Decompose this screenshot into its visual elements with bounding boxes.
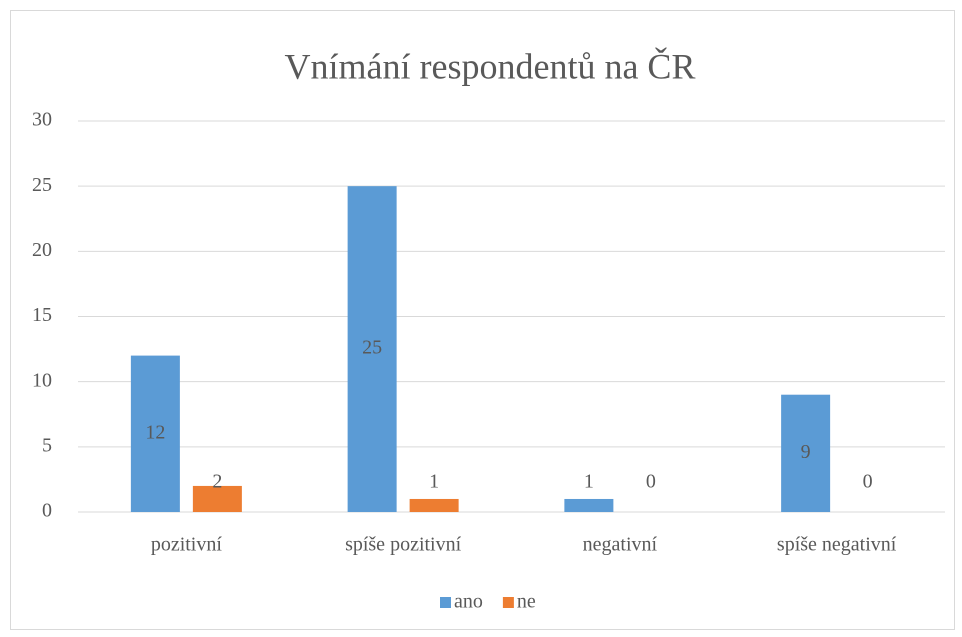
data-label: 1 xyxy=(584,471,594,493)
chart-border xyxy=(10,10,955,630)
y-tick-label: 10 xyxy=(32,369,52,391)
x-tick-label: spíše negativní xyxy=(777,534,897,556)
y-tick-label: 5 xyxy=(42,434,52,456)
data-label: 25 xyxy=(362,337,382,359)
bar xyxy=(409,498,459,512)
legend-swatch xyxy=(502,597,514,608)
y-tick-label: 30 xyxy=(32,109,52,131)
bar xyxy=(130,355,180,512)
y-tick-label: 0 xyxy=(42,500,52,522)
bar xyxy=(781,394,831,512)
chart-title: Vnímání respondentů na ČR xyxy=(285,46,696,86)
data-label: 2 xyxy=(212,471,222,493)
x-tick-label: pozitivní xyxy=(151,534,223,556)
legend-label: ano xyxy=(454,591,483,613)
legend-swatch xyxy=(440,597,451,608)
data-label: 0 xyxy=(863,471,873,493)
y-tick-label: 15 xyxy=(32,304,52,326)
x-tick-label: negativní xyxy=(583,534,658,556)
data-label: 1 xyxy=(429,471,439,493)
data-label: 9 xyxy=(801,441,811,463)
y-tick-label: 20 xyxy=(32,239,52,261)
bar xyxy=(192,485,242,512)
bar xyxy=(564,498,614,512)
x-tick-label: spíše pozitivní xyxy=(345,534,462,556)
legend-label: ne xyxy=(517,591,536,613)
data-label: 0 xyxy=(646,471,656,493)
bar xyxy=(347,186,397,512)
data-label: 12 xyxy=(145,421,165,443)
y-tick-label: 25 xyxy=(32,174,52,196)
